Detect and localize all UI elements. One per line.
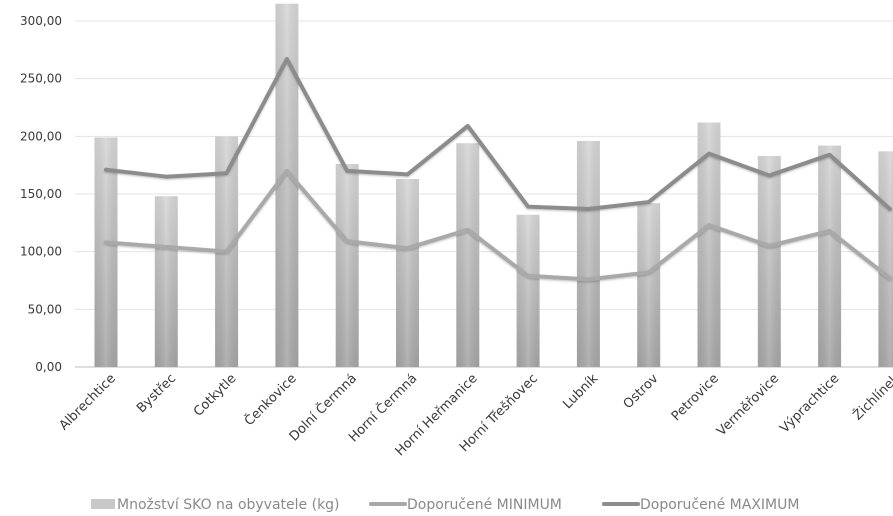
series-line [104,57,892,211]
bar-shade [757,155,781,367]
y-tick-label: 50,00 [28,302,62,316]
x-tick-label: Cotkytle [191,371,240,420]
bar-shade [275,3,299,367]
y-tick-label: 150,00 [20,187,62,201]
x-tick-label: Lubník [560,371,601,412]
legend-label: Doporučené MINIMUM [407,497,562,513]
x-tick-label: Ostrov [621,371,662,412]
x-tick-label: Čenkovice [241,371,300,430]
x-tick-label: Verměřovice [714,371,782,439]
y-tick-label: 0,00 [35,360,62,374]
x-tick-label: Bystřec [134,371,179,416]
bar-shade [335,164,359,367]
y-tick-label: 300,00 [20,14,62,28]
y-tick-label: 100,00 [20,245,62,259]
x-tick-label: Výprachtice [777,371,842,436]
legend-label: Množství SKO na obyvatele (kg) [117,497,340,513]
bar-shade [154,196,178,367]
y-axis-ticks: 0,00 50,00 100,00 150,00 200,00 250,00 300,00 [20,14,62,374]
bar-shade [456,143,480,367]
legend-swatch [91,499,115,509]
y-tick-label: 250,00 [20,72,62,86]
bar-shade [637,203,661,367]
bar-shade [818,145,842,367]
x-tick-label: Albrechtice [57,371,119,433]
x-axis-labels: Albrechtice Bystřec Cotkytle ČenkoviceDolní… [57,370,893,459]
bar-shade [396,179,419,367]
legend-label: Doporučené MAXIMUM [640,497,799,513]
y-tick-label: 200,00 [20,129,62,143]
series-line [104,168,892,282]
bar-shade [878,151,893,367]
x-tick-label: Petrovice [669,371,722,424]
bar-shade [697,122,721,367]
bar-shade [94,137,118,367]
x-tick-label: Žichlínek [850,370,893,423]
legend: Množství SKO na obyvatele (kg) Doporučené… [91,497,799,513]
lines [104,57,892,282]
bars [94,3,893,367]
bar-shade [576,140,600,367]
bar-shade [516,214,540,367]
